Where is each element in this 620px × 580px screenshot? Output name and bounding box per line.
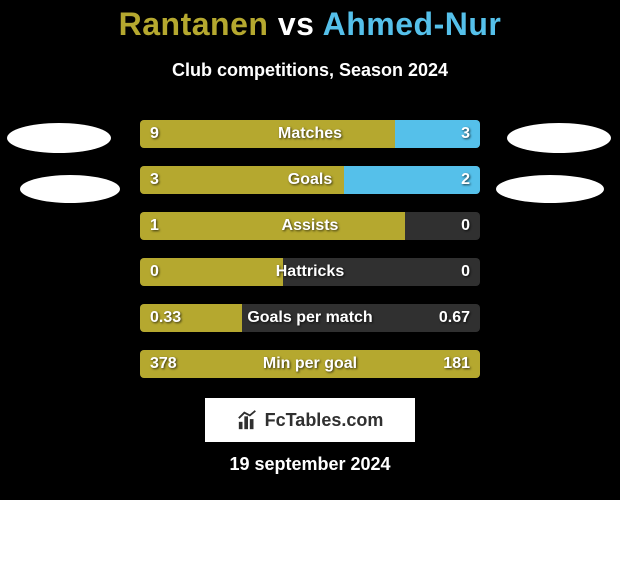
stat-rows: 93Matches 32Goals 10Assists 00Hattricks 0.33… [140, 120, 480, 396]
stage: Rantanen vs Ahmed-Nur Club competitions,… [0, 0, 620, 580]
title: Rantanen vs Ahmed-Nur [0, 6, 620, 43]
stat-label: Hattricks [140, 258, 480, 286]
logo-box: FcTables.com [205, 398, 415, 442]
avatar-left-secondary [20, 175, 120, 203]
logo-text: FcTables.com [265, 410, 384, 431]
title-vs: vs [278, 6, 315, 42]
avatar-right-secondary [496, 175, 604, 203]
stat-row: 378181Min per goal [140, 350, 480, 378]
stat-label: Min per goal [140, 350, 480, 378]
stat-label: Goals per match [140, 304, 480, 332]
date-text: 19 september 2024 [0, 454, 620, 475]
title-player1: Rantanen [119, 6, 269, 42]
avatar-left-primary [7, 123, 111, 153]
stat-row: 32Goals [140, 166, 480, 194]
stat-label: Assists [140, 212, 480, 240]
stat-label: Matches [140, 120, 480, 148]
stat-label: Goals [140, 166, 480, 194]
avatar-right-primary [507, 123, 611, 153]
stat-row: 00Hattricks [140, 258, 480, 286]
stat-row: 0.330.67Goals per match [140, 304, 480, 332]
stat-row: 10Assists [140, 212, 480, 240]
chart-icon [237, 409, 259, 431]
subtitle: Club competitions, Season 2024 [0, 60, 620, 81]
stat-row: 93Matches [140, 120, 480, 148]
main-panel: Rantanen vs Ahmed-Nur Club competitions,… [0, 0, 620, 500]
title-player2: Ahmed-Nur [323, 6, 502, 42]
